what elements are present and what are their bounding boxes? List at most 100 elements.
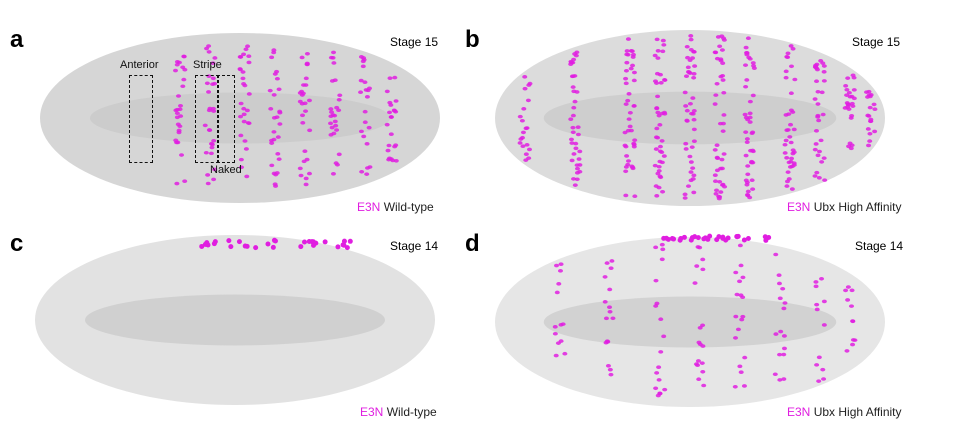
marker-spot xyxy=(694,264,700,268)
marker-spot xyxy=(238,165,244,170)
marker-spot xyxy=(358,90,364,95)
marker-spot xyxy=(781,346,787,351)
marker-spot xyxy=(299,55,305,60)
marker-spot xyxy=(181,77,187,82)
marker-spot xyxy=(721,90,727,95)
marker-spot xyxy=(335,244,341,250)
marker-spot xyxy=(714,56,720,61)
marker-spot xyxy=(524,143,530,147)
marker-spot xyxy=(332,119,338,124)
marker-spot xyxy=(334,105,340,110)
marker-spot xyxy=(628,66,634,71)
marker-spot xyxy=(687,101,693,106)
marker-spot xyxy=(781,334,787,338)
marker-spot xyxy=(179,153,185,157)
panel-letter-b: b xyxy=(465,26,480,53)
marker-spot xyxy=(785,170,791,174)
marker-spot xyxy=(815,102,821,106)
marker-spot xyxy=(334,128,340,132)
marker-spot xyxy=(384,122,390,127)
marker-spot xyxy=(238,114,244,119)
marker-spot xyxy=(297,99,303,104)
marker-spot xyxy=(691,173,697,178)
marker-spot xyxy=(789,164,795,169)
marker-spot xyxy=(812,174,818,178)
marker-spot xyxy=(570,113,576,118)
marker-spot xyxy=(744,137,750,141)
panel-letter-d: d xyxy=(465,230,480,257)
marker-spot xyxy=(717,44,723,49)
marker-spot xyxy=(750,61,756,65)
marker-spot xyxy=(238,55,244,59)
marker-spot xyxy=(872,129,878,134)
marker-spot xyxy=(365,166,371,170)
marker-spot xyxy=(865,127,871,131)
marker-spot xyxy=(660,189,666,194)
marker-spot xyxy=(821,156,827,160)
marker-spot xyxy=(743,45,749,50)
marker-spot xyxy=(392,75,398,80)
marker-spot xyxy=(750,187,756,191)
marker-spot xyxy=(300,121,306,125)
marker-spot xyxy=(654,37,660,42)
stripe-region-box xyxy=(195,75,219,163)
marker-spot xyxy=(652,79,658,83)
marker-spot xyxy=(387,76,393,80)
marker-spot xyxy=(182,179,188,183)
marker-spot xyxy=(743,84,749,89)
marker-spot xyxy=(358,55,364,59)
marker-spot xyxy=(608,372,614,377)
marker-spot xyxy=(720,73,726,78)
marker-spot xyxy=(816,176,822,180)
marker-spot xyxy=(814,307,820,312)
marker-spot xyxy=(692,281,698,285)
marker-spot xyxy=(781,352,787,357)
marker-spot xyxy=(720,129,726,133)
marker-spot xyxy=(211,138,217,143)
marker-spot xyxy=(303,76,309,81)
marker-spot xyxy=(623,102,629,106)
marker-spot xyxy=(212,81,218,86)
marker-spot xyxy=(814,363,820,367)
marker-spot xyxy=(683,104,689,108)
marker-spot xyxy=(605,364,611,368)
marker-spot xyxy=(627,124,633,129)
marker-spot xyxy=(211,241,217,247)
marker-spot xyxy=(747,99,753,104)
stage-label-a: Stage 15 xyxy=(390,35,439,49)
marker-spot xyxy=(788,122,794,127)
marker-spot xyxy=(696,340,702,345)
marker-spot xyxy=(687,71,693,75)
marker-spot xyxy=(624,52,630,57)
marker-spot xyxy=(816,149,822,154)
marker-spot xyxy=(695,245,701,249)
marker-spot xyxy=(306,171,312,176)
marker-spot xyxy=(364,172,370,176)
marker-spot xyxy=(571,105,577,110)
marker-spot xyxy=(699,361,705,365)
marker-spot xyxy=(657,159,663,164)
marker-spot xyxy=(241,52,247,57)
marker-spot xyxy=(688,34,694,38)
marker-spot xyxy=(661,43,667,47)
marker-spot xyxy=(739,317,745,322)
marker-spot xyxy=(851,96,857,101)
marker-spot xyxy=(872,107,878,112)
marker-spot xyxy=(712,148,718,152)
marker-spot xyxy=(330,172,336,176)
marker-spot xyxy=(386,143,392,148)
marker-spot xyxy=(850,338,856,342)
marker-spot xyxy=(684,108,690,113)
marker-spot xyxy=(631,78,637,83)
marker-spot xyxy=(520,144,526,149)
marker-spot xyxy=(569,141,575,145)
marker-spot xyxy=(821,79,827,83)
marker-spot xyxy=(743,130,749,134)
marker-spot xyxy=(662,112,668,116)
marker-spot xyxy=(688,178,694,183)
marker-spot xyxy=(813,284,819,289)
marker-spot xyxy=(737,243,743,248)
marker-spot xyxy=(659,257,665,262)
marker-spot xyxy=(387,110,393,115)
marker-spot xyxy=(737,364,743,369)
